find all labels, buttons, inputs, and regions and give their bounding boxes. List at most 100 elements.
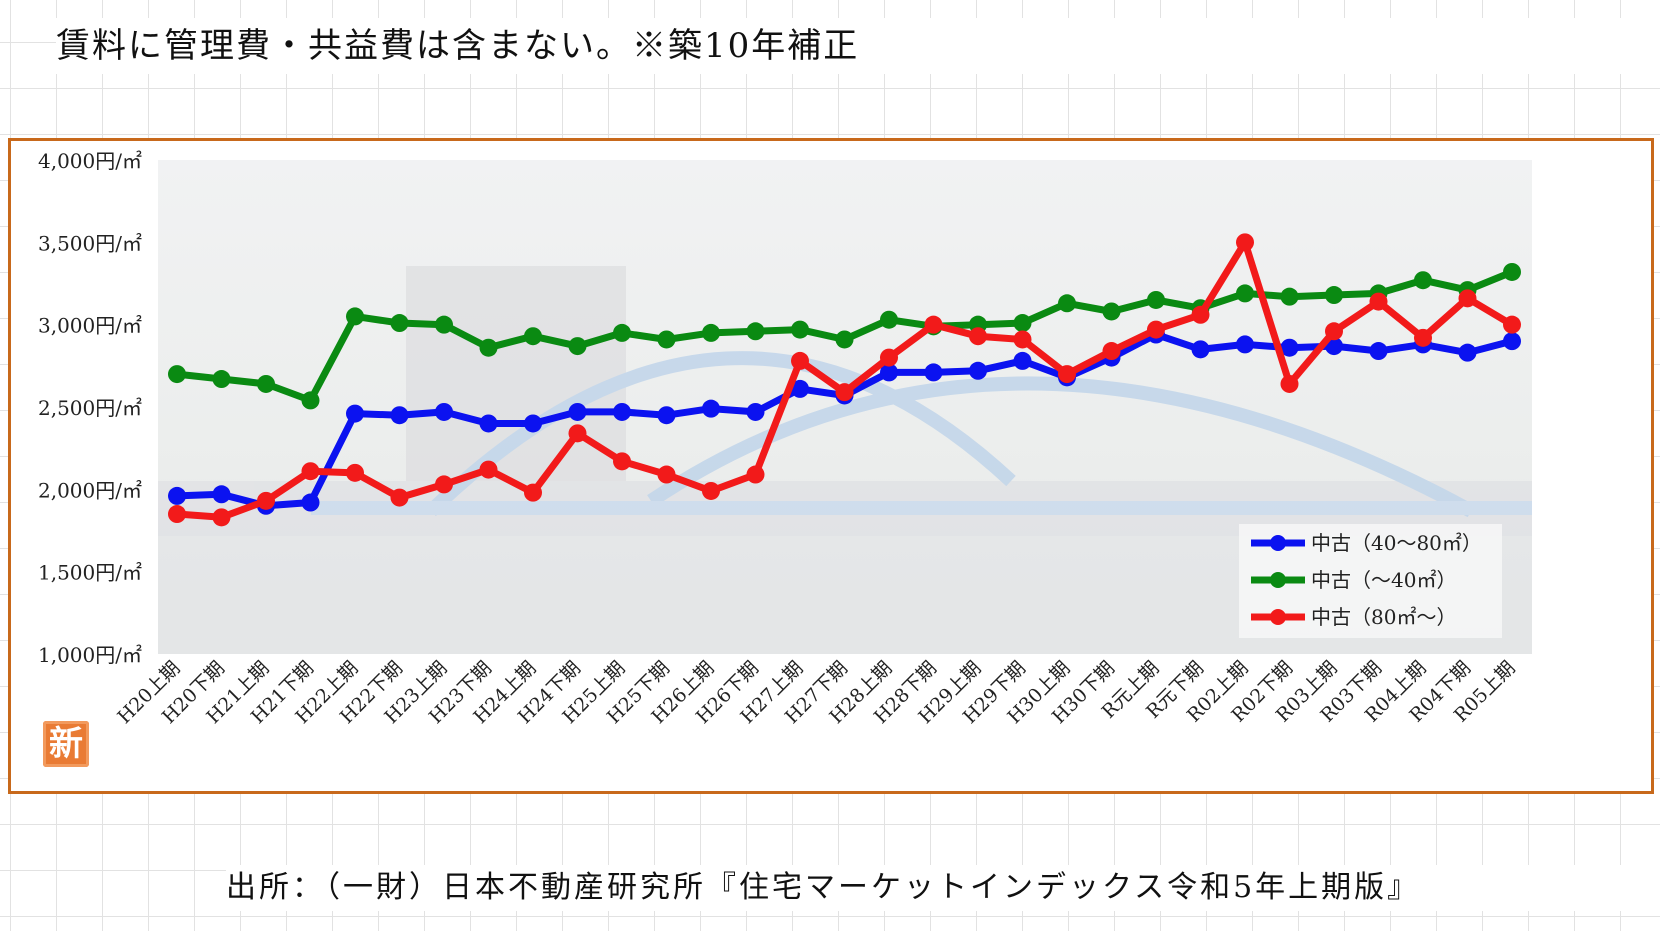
legend-label: 中古（80㎡～） bbox=[1311, 605, 1456, 629]
data-point bbox=[1458, 343, 1477, 362]
data-point bbox=[568, 402, 587, 421]
data-point bbox=[1414, 271, 1432, 290]
data-point bbox=[835, 330, 854, 349]
legend-label: 中古（～40㎡） bbox=[1311, 568, 1456, 592]
data-point bbox=[746, 402, 765, 421]
data-point bbox=[390, 314, 409, 333]
data-point bbox=[346, 404, 364, 423]
data-point bbox=[1280, 338, 1299, 357]
data-point bbox=[390, 406, 409, 425]
data-point bbox=[702, 399, 720, 418]
data-point bbox=[1102, 302, 1121, 321]
data-point bbox=[212, 370, 231, 389]
data-point bbox=[1058, 294, 1076, 313]
data-point bbox=[568, 424, 587, 443]
legend-marker bbox=[1270, 535, 1286, 551]
y-tick-label: 1,000円/㎡ bbox=[38, 643, 142, 667]
data-point bbox=[1191, 340, 1210, 359]
data-point bbox=[1102, 342, 1121, 361]
chart-frame: 1,000円/㎡ 1,500円/㎡ 2,000円/㎡ 2,500円/㎡ 3,000円/㎡… bbox=[8, 138, 1654, 794]
data-point bbox=[257, 491, 275, 510]
data-point bbox=[702, 481, 720, 500]
data-point bbox=[1236, 335, 1254, 354]
data-point bbox=[1058, 365, 1076, 384]
data-point bbox=[880, 363, 898, 382]
data-point bbox=[880, 348, 898, 367]
data-point bbox=[613, 323, 631, 342]
data-point bbox=[1369, 342, 1388, 361]
series-3 bbox=[168, 233, 1521, 527]
y-tick-label: 3,000円/㎡ bbox=[38, 314, 142, 338]
data-point bbox=[212, 485, 231, 504]
data-point bbox=[702, 323, 720, 342]
data-point bbox=[746, 465, 765, 484]
data-point bbox=[390, 488, 409, 507]
data-point bbox=[212, 508, 231, 527]
y-tick-label: 4,000円/㎡ bbox=[38, 149, 142, 173]
new-badge: 新 bbox=[43, 721, 89, 767]
data-point bbox=[657, 465, 676, 484]
data-point bbox=[746, 322, 765, 341]
data-point bbox=[524, 414, 542, 433]
data-point bbox=[791, 379, 809, 398]
line-chart: 1,000円/㎡ 1,500円/㎡ 2,000円/㎡ 2,500円/㎡ 3,000円/㎡… bbox=[38, 149, 1532, 728]
y-tick-label: 2,500円/㎡ bbox=[38, 396, 142, 420]
data-point bbox=[168, 365, 186, 384]
data-point bbox=[346, 463, 364, 482]
data-point bbox=[1191, 305, 1210, 324]
data-point bbox=[435, 475, 453, 494]
chart-note: 賃料に管理費・共益費は含まない。※築10年補正 bbox=[56, 18, 1660, 74]
y-tick-label: 2,000円/㎡ bbox=[38, 478, 142, 502]
data-point bbox=[1458, 289, 1477, 308]
data-point bbox=[791, 351, 809, 370]
series-2 bbox=[168, 262, 1521, 410]
legend-marker bbox=[1270, 609, 1286, 625]
data-point bbox=[880, 310, 898, 329]
legend: 中古（40～80㎡） 中古（～40㎡） 中古（80㎡～） bbox=[1239, 524, 1502, 638]
data-point bbox=[435, 315, 453, 334]
data-point bbox=[1325, 286, 1343, 305]
data-point bbox=[924, 363, 943, 382]
data-point bbox=[479, 460, 498, 479]
data-point bbox=[1013, 314, 1032, 333]
data-point bbox=[657, 330, 676, 349]
data-point bbox=[1236, 233, 1254, 252]
data-point bbox=[1236, 284, 1254, 303]
data-point bbox=[435, 402, 453, 421]
data-point bbox=[301, 462, 320, 481]
data-point bbox=[835, 383, 854, 402]
y-tick-label: 1,500円/㎡ bbox=[38, 561, 142, 585]
data-point bbox=[613, 452, 631, 471]
legend-label: 中古（40～80㎡） bbox=[1311, 531, 1482, 555]
data-point bbox=[168, 505, 186, 524]
data-point bbox=[969, 361, 987, 380]
y-tick-label: 3,500円/㎡ bbox=[38, 231, 142, 255]
data-point bbox=[1147, 320, 1165, 339]
data-point bbox=[568, 337, 587, 356]
data-point bbox=[1503, 315, 1521, 334]
data-point bbox=[791, 320, 809, 339]
data-point bbox=[969, 327, 987, 346]
legend-marker bbox=[1270, 572, 1286, 588]
data-point bbox=[168, 486, 186, 505]
data-point bbox=[479, 338, 498, 357]
data-point bbox=[1013, 351, 1032, 370]
data-point bbox=[479, 414, 498, 433]
data-point bbox=[1147, 290, 1165, 309]
data-point bbox=[1414, 328, 1432, 347]
data-point bbox=[301, 391, 320, 410]
data-point bbox=[1369, 292, 1388, 311]
data-point bbox=[657, 406, 676, 425]
source-citation: 出所：（一財）日本不動産研究所『住宅マーケットインデックス令和5年上期版』 bbox=[226, 865, 1660, 911]
data-point bbox=[257, 374, 275, 393]
data-point bbox=[1325, 322, 1343, 341]
data-point bbox=[346, 307, 364, 326]
data-point bbox=[1280, 287, 1299, 306]
data-point bbox=[613, 402, 631, 421]
data-point bbox=[1503, 262, 1521, 281]
data-point bbox=[524, 327, 542, 346]
data-point bbox=[1280, 374, 1299, 393]
data-point bbox=[1503, 332, 1521, 351]
data-point bbox=[1013, 330, 1032, 349]
data-point bbox=[524, 483, 542, 502]
